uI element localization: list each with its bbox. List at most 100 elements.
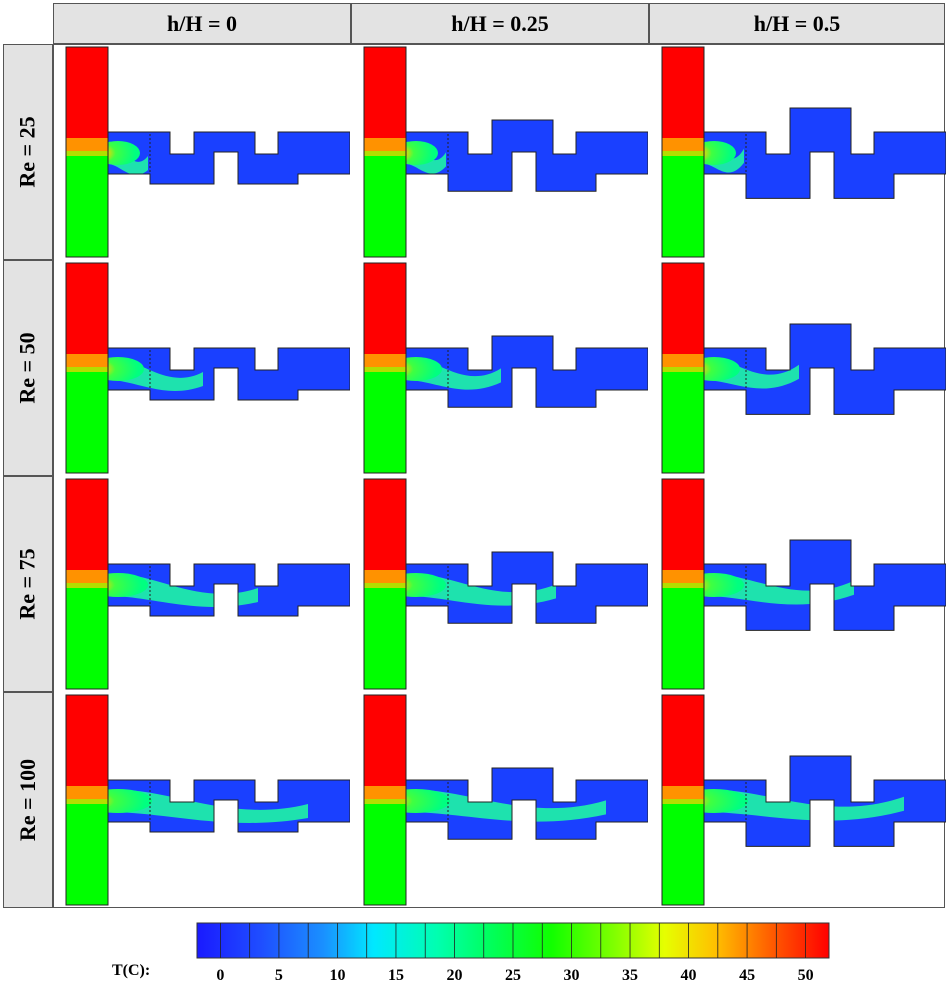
hot-core xyxy=(406,573,446,597)
contour-panel-svg xyxy=(363,46,648,258)
contour-panel-svg xyxy=(661,478,946,690)
column-header-h0: h/H = 0 xyxy=(53,3,351,44)
channel-fluid xyxy=(108,348,350,400)
contour-panel-svg xyxy=(363,694,648,906)
cold-inlet xyxy=(364,151,406,257)
colorbar-ticks: 0 5 10 15 20 25 30 35 40 45 50 xyxy=(216,923,814,984)
cold-inlet xyxy=(662,799,704,905)
cold-inlet xyxy=(662,367,704,473)
mixing-zone-box xyxy=(405,779,449,823)
hot-inlet xyxy=(364,479,406,583)
hot-inlet xyxy=(66,263,108,367)
channel-outline xyxy=(405,551,648,624)
channel-fluid xyxy=(406,120,648,192)
hot-inlet xyxy=(66,47,108,151)
channel-outline xyxy=(107,347,350,401)
row-header-re50: Re = 50 xyxy=(3,260,53,476)
cold-inlet xyxy=(364,799,406,905)
cold-inlet xyxy=(66,583,108,689)
contour-panel xyxy=(60,262,350,474)
channel-outline xyxy=(107,563,350,617)
cold-inlet xyxy=(364,367,406,473)
inlet-mixing-band xyxy=(662,354,704,372)
hot-core xyxy=(108,573,148,597)
colorbar-tick-label: 10 xyxy=(329,967,345,984)
channel-outline xyxy=(107,779,350,833)
contour-panel-svg xyxy=(661,262,946,474)
mixing-zone-box xyxy=(405,347,449,391)
mixing-zone-box xyxy=(405,131,449,175)
row-header-re75: Re = 75 xyxy=(3,476,53,692)
mixing-plume xyxy=(108,789,308,823)
column-header-h05: h/H = 0.5 xyxy=(649,3,945,44)
inlet-mixing-band xyxy=(66,786,108,804)
hot-core xyxy=(704,573,744,597)
colorbar-tick-label: 45 xyxy=(739,967,755,984)
hot-core xyxy=(704,789,748,813)
colorbar-tick-label: 40 xyxy=(681,967,697,984)
colorbar-tick-label: 0 xyxy=(216,967,224,984)
row-header-re25: Re = 25 xyxy=(3,44,53,260)
hot-inlet xyxy=(364,695,406,799)
hot-inlet xyxy=(662,263,704,367)
inlet-mixing-band xyxy=(662,138,704,156)
contour-panel-svg xyxy=(661,46,946,258)
mixing-zone-box xyxy=(107,779,151,823)
hot-core xyxy=(108,789,152,813)
hot-inlet xyxy=(364,263,406,367)
channel-outline xyxy=(107,131,350,185)
channel-fluid xyxy=(704,324,946,415)
channel-outline xyxy=(703,755,946,847)
cold-inlet xyxy=(364,583,406,689)
contour-grid-frame xyxy=(53,44,945,908)
hot-inlet xyxy=(66,695,108,799)
mixing-plume xyxy=(704,789,904,821)
hot-inlet xyxy=(662,479,704,583)
cold-inlet xyxy=(66,799,108,905)
mixing-zone-box xyxy=(405,563,449,607)
cold-inlet xyxy=(66,151,108,257)
channel-outline xyxy=(703,323,946,415)
contour-panel xyxy=(656,694,946,906)
hot-core xyxy=(704,357,740,381)
hot-core xyxy=(108,141,140,165)
inlet-mixing-band xyxy=(364,786,406,804)
contour-panel-svg xyxy=(65,262,350,474)
hot-core xyxy=(406,789,450,813)
channel-fluid xyxy=(108,132,350,184)
hot-inlet xyxy=(662,47,704,151)
colorbar-tick-label: 50 xyxy=(798,967,814,984)
legend-label: T(C): xyxy=(112,962,151,979)
inlet-mixing-band xyxy=(364,138,406,156)
column-header-h025: h/H = 0.25 xyxy=(351,3,649,44)
contour-panel-svg xyxy=(65,694,350,906)
colorbar-tick-label: 35 xyxy=(622,967,638,984)
mixing-plume xyxy=(406,789,606,822)
contour-panel xyxy=(60,478,350,690)
contour-panel-svg xyxy=(65,478,350,690)
contour-panel xyxy=(60,46,350,258)
cold-inlet xyxy=(66,367,108,473)
mixing-zone-box xyxy=(107,131,151,175)
row-header-re100: Re = 100 xyxy=(3,692,53,908)
colorbar-tick-label: 5 xyxy=(275,967,283,984)
hot-inlet xyxy=(66,479,108,583)
contour-panel xyxy=(656,478,946,690)
row-label: Re = 25 xyxy=(15,116,41,188)
temperature-colorbar: 0 5 10 15 20 25 30 35 40 45 50 xyxy=(196,922,830,984)
channel-fluid xyxy=(406,336,648,408)
contour-panel xyxy=(60,694,350,906)
channel-outline xyxy=(405,119,648,192)
colorbar-tick-label: 20 xyxy=(446,967,462,984)
hot-inlet xyxy=(662,695,704,799)
channel-outline xyxy=(703,539,946,631)
mixing-zone-box xyxy=(703,347,747,391)
inlet-mixing-band xyxy=(66,354,108,372)
inlet-mixing-band xyxy=(364,570,406,588)
hot-core xyxy=(406,141,438,165)
channel-outline xyxy=(405,767,648,840)
contour-panel xyxy=(358,478,648,690)
hot-inlet xyxy=(364,47,406,151)
inlet-mixing-band xyxy=(66,138,108,156)
colorbar-tick-label: 15 xyxy=(388,967,404,984)
